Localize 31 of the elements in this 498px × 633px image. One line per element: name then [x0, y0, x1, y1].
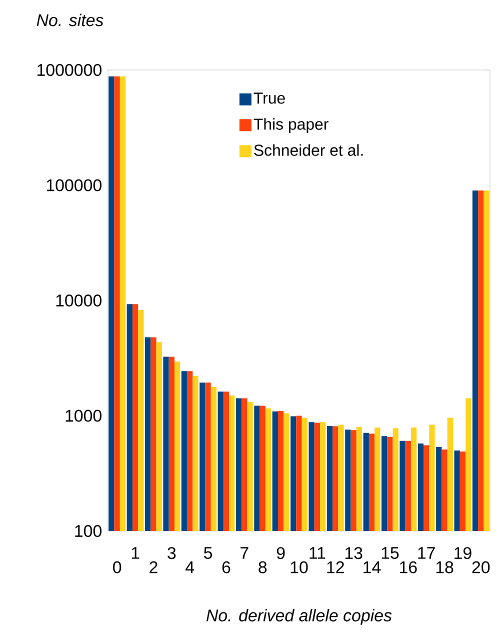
x-axis-title: No. derived allele copies: [206, 609, 392, 625]
x-tick-label: 18: [436, 561, 454, 574]
y-tick-label: 1000: [66, 410, 102, 422]
x-tick-label: 5: [204, 547, 212, 559]
x-tick-label: 12: [327, 561, 344, 574]
x-tick-label: 11: [310, 547, 326, 559]
x-tick-label: 16: [400, 561, 417, 574]
x-tick-label: 14: [364, 561, 381, 574]
x-tick-label: 3: [168, 547, 176, 560]
x-tick-label: 8: [258, 561, 267, 574]
legend-label: This paper: [254, 118, 328, 133]
x-tick-label: 10: [290, 561, 308, 574]
x-tick-label: 15: [382, 547, 399, 559]
x-tick-label: 2: [150, 561, 158, 574]
x-tick-label: 4: [186, 561, 194, 574]
x-tick-label: 6: [222, 561, 230, 574]
legend-label: Schneider et al.: [254, 144, 363, 156]
y-tick-label: 1000000: [38, 64, 102, 76]
x-tick-label: 0: [113, 561, 122, 574]
y-tick-label: 10000: [56, 294, 102, 306]
x-tick-label: 20: [472, 561, 490, 574]
x-tick-label: 13: [345, 547, 362, 560]
x-tick-label: 9: [276, 547, 285, 560]
y-tick-label: 100: [75, 525, 102, 537]
x-tick-label: 17: [418, 547, 435, 559]
x-tick-label: 1: [132, 547, 140, 559]
y-axis-title: No. sites: [36, 14, 104, 26]
legend-label: True: [254, 92, 285, 104]
x-tick-label: 7: [240, 547, 248, 559]
y-tick-label: 100000: [46, 179, 102, 192]
x-tick-label: 19: [454, 547, 472, 560]
